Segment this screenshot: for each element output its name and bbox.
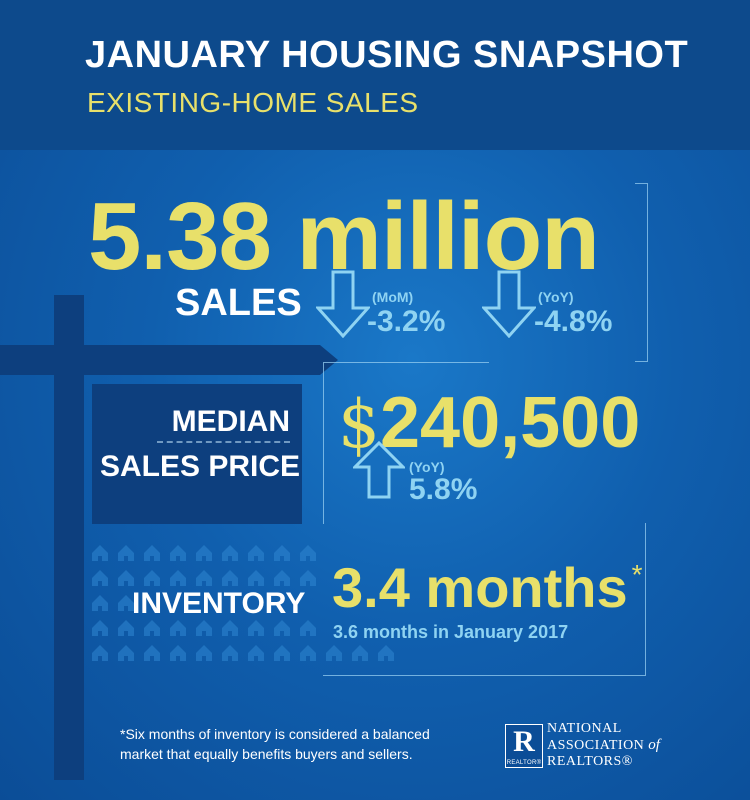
sales-yoy-tag: (YoY): [538, 289, 574, 305]
org-of: of: [648, 737, 660, 753]
page-subtitle: EXISTING-HOME SALES: [87, 87, 419, 118]
median-price-label-line2: SALES PRICE: [100, 450, 301, 483]
logo-mark: REALTOR®: [506, 760, 542, 766]
sales-mom-value: -3.2%: [367, 305, 446, 338]
price-yoy-value: 5.8%: [409, 473, 478, 506]
inventory-asterisk: *: [631, 559, 643, 590]
up-arrow-icon: [353, 441, 405, 499]
inventory-amount: 3.4 months: [332, 556, 628, 619]
org-line3: REALTORS®: [547, 754, 633, 769]
inventory-value: 3.4 months *: [332, 555, 643, 620]
logo-letter: R: [513, 725, 535, 758]
price-yoy-tag: (YoY): [409, 459, 445, 475]
signpost-icon: [54, 295, 84, 780]
organization-name: NATIONAL ASSOCIATION of REALTORS®: [547, 721, 660, 770]
down-arrow-icon: [482, 270, 536, 338]
price-frame: [323, 362, 489, 524]
header-band: JANUARY HOUSING SNAPSHOT EXISTING-HOME S…: [0, 0, 750, 150]
sales-label: SALES: [175, 282, 302, 324]
down-arrow-icon: [316, 270, 370, 338]
inventory-label: INVENTORY: [132, 587, 306, 620]
median-price-label-box: [92, 384, 302, 524]
realtor-logo-icon: R REALTOR®: [505, 724, 543, 768]
median-price-amount: 240,500: [380, 383, 641, 463]
sales-yoy-value: -4.8%: [534, 305, 613, 338]
signpost-arm: [0, 345, 338, 375]
label-divider: [157, 441, 290, 443]
footnote: *Six months of inventory is considered a…: [120, 726, 430, 762]
median-price-value: $240,500: [338, 382, 640, 464]
inventory-frame: [323, 523, 646, 676]
median-price-label-line1: MEDIAN: [171, 405, 290, 438]
org-line1: NATIONAL: [547, 721, 622, 736]
page-title: JANUARY HOUSING SNAPSHOT: [85, 34, 689, 76]
org-line2: ASSOCIATION: [547, 738, 645, 753]
inventory-comparison: 3.6 months in January 2017: [333, 622, 569, 642]
sales-mom-tag: (MoM): [372, 289, 414, 305]
sales-frame: [635, 183, 648, 362]
